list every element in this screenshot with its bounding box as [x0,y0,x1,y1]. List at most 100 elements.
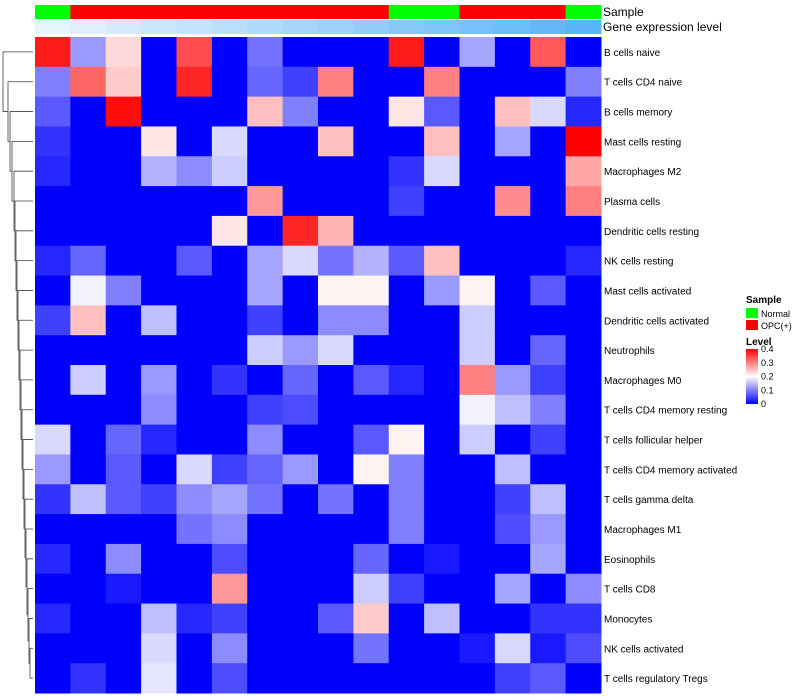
heatmap-cell [141,126,177,157]
level-ticks: 0.4 0.3 0.2 0.1 0 [761,344,774,409]
heatmap-cell [282,573,319,605]
heatmap-cell [141,96,177,127]
heatmap-cell [565,454,602,485]
heatmap-cell [176,305,213,336]
heatmap-cell [176,66,213,98]
heatmap-cell [424,365,460,396]
heatmap-cell [70,514,107,545]
heatmap-cell [565,365,602,396]
heatmap-cell [105,37,142,68]
heatmap-cell [70,573,107,605]
heatmap-cell [459,424,496,455]
heatmap-cell [530,543,567,575]
heatmap-cell [282,245,319,277]
heatmap-cell [459,543,496,575]
heatmap-cell [388,66,425,98]
heatmap-cell [530,394,567,426]
heatmap-cell [35,275,71,306]
heatmap-cell [141,275,177,306]
heatmap-cell [318,394,354,426]
heatmap-cell [282,454,319,485]
heatmap-cell [105,543,142,575]
heatmap-cell [211,96,248,127]
heatmap-cell [424,394,460,426]
heatmap-cell [247,215,284,247]
heatmap-cell [424,573,460,605]
heatmap-cell [141,454,177,485]
expression-annotation-cell [388,20,425,34]
sample-annotation-cell [282,5,319,19]
heatmap-cell [494,305,531,336]
heatmap-cell [530,484,567,515]
heatmap-cell [141,156,177,187]
heatmap-cell [211,66,248,98]
heatmap-cell [494,186,531,217]
heatmap-cell [318,633,354,664]
heatmap-cell [530,96,567,127]
heatmap-cell [459,663,496,694]
row-label: T cells CD4 naive [604,78,683,89]
heatmap-cell [494,543,531,575]
heatmap-cell [105,335,142,366]
sample-annotation-cell [105,5,142,19]
level-legend-title: Level [746,337,772,348]
heatmap-cell [141,663,177,694]
heatmap-cell [282,514,319,545]
heatmap-cell [494,245,531,277]
heatmap-cell [70,96,107,127]
heatmap-cell [388,215,425,247]
heatmap-cell [388,663,425,694]
heatmap-cell [318,603,354,634]
heatmap-cell [141,37,177,68]
heatmap-cell [565,394,602,426]
heatmap-cell [318,365,354,396]
heatmap-cell [70,335,107,366]
heatmap-cell [35,335,71,366]
heatmap-cell [176,663,213,694]
heatmap-cell [211,514,248,545]
heatmap-cell [424,663,460,694]
heatmap-cell [353,126,390,157]
heatmap-cell [388,186,425,217]
heatmap-cell [530,454,567,485]
heatmap-cell [211,186,248,217]
heatmap-cell [211,365,248,396]
heatmap-cell [565,96,602,127]
heatmap-cell [247,186,284,217]
heatmap-cell [282,543,319,575]
heatmap-cell [318,245,354,277]
heatmap-cell [388,305,425,336]
heatmap-cell [211,663,248,694]
heatmap-cell [176,603,213,634]
expression-annotation-cell [141,20,177,34]
heatmap-cell [141,484,177,515]
heatmap-cell [105,156,142,187]
heatmap-cell [70,275,107,306]
heatmap-cell [247,335,284,366]
heatmap-cell [35,424,71,455]
expression-annotation-cell [459,20,496,34]
heatmap-cell [565,126,602,157]
heatmap-cell [35,156,71,187]
heatmap-cell [70,394,107,426]
heatmap-cell [105,663,142,694]
heatmap-cell [388,275,425,306]
dendrogram-link [2,51,33,112]
row-label: T cells gamma delta [604,495,694,506]
heatmap-cell [530,514,567,545]
heatmap-cell [353,335,390,366]
heatmap-cell [141,66,177,98]
row-label: Eosinophils [604,555,655,566]
heatmap-cell [424,37,460,68]
heatmap-cell [459,573,496,605]
heatmap-cell [459,275,496,306]
row-labels: B cells naive T cells CD4 naive B cells me… [604,48,737,685]
heatmap-cell [494,275,531,306]
row-label: Monocytes [604,614,652,625]
heatmap-cell [459,96,496,127]
row-label: Macrophages M1 [604,525,682,536]
heatmap-cell [565,275,602,306]
expression-annotation-cell [35,20,71,34]
heatmap-cell [176,245,213,277]
